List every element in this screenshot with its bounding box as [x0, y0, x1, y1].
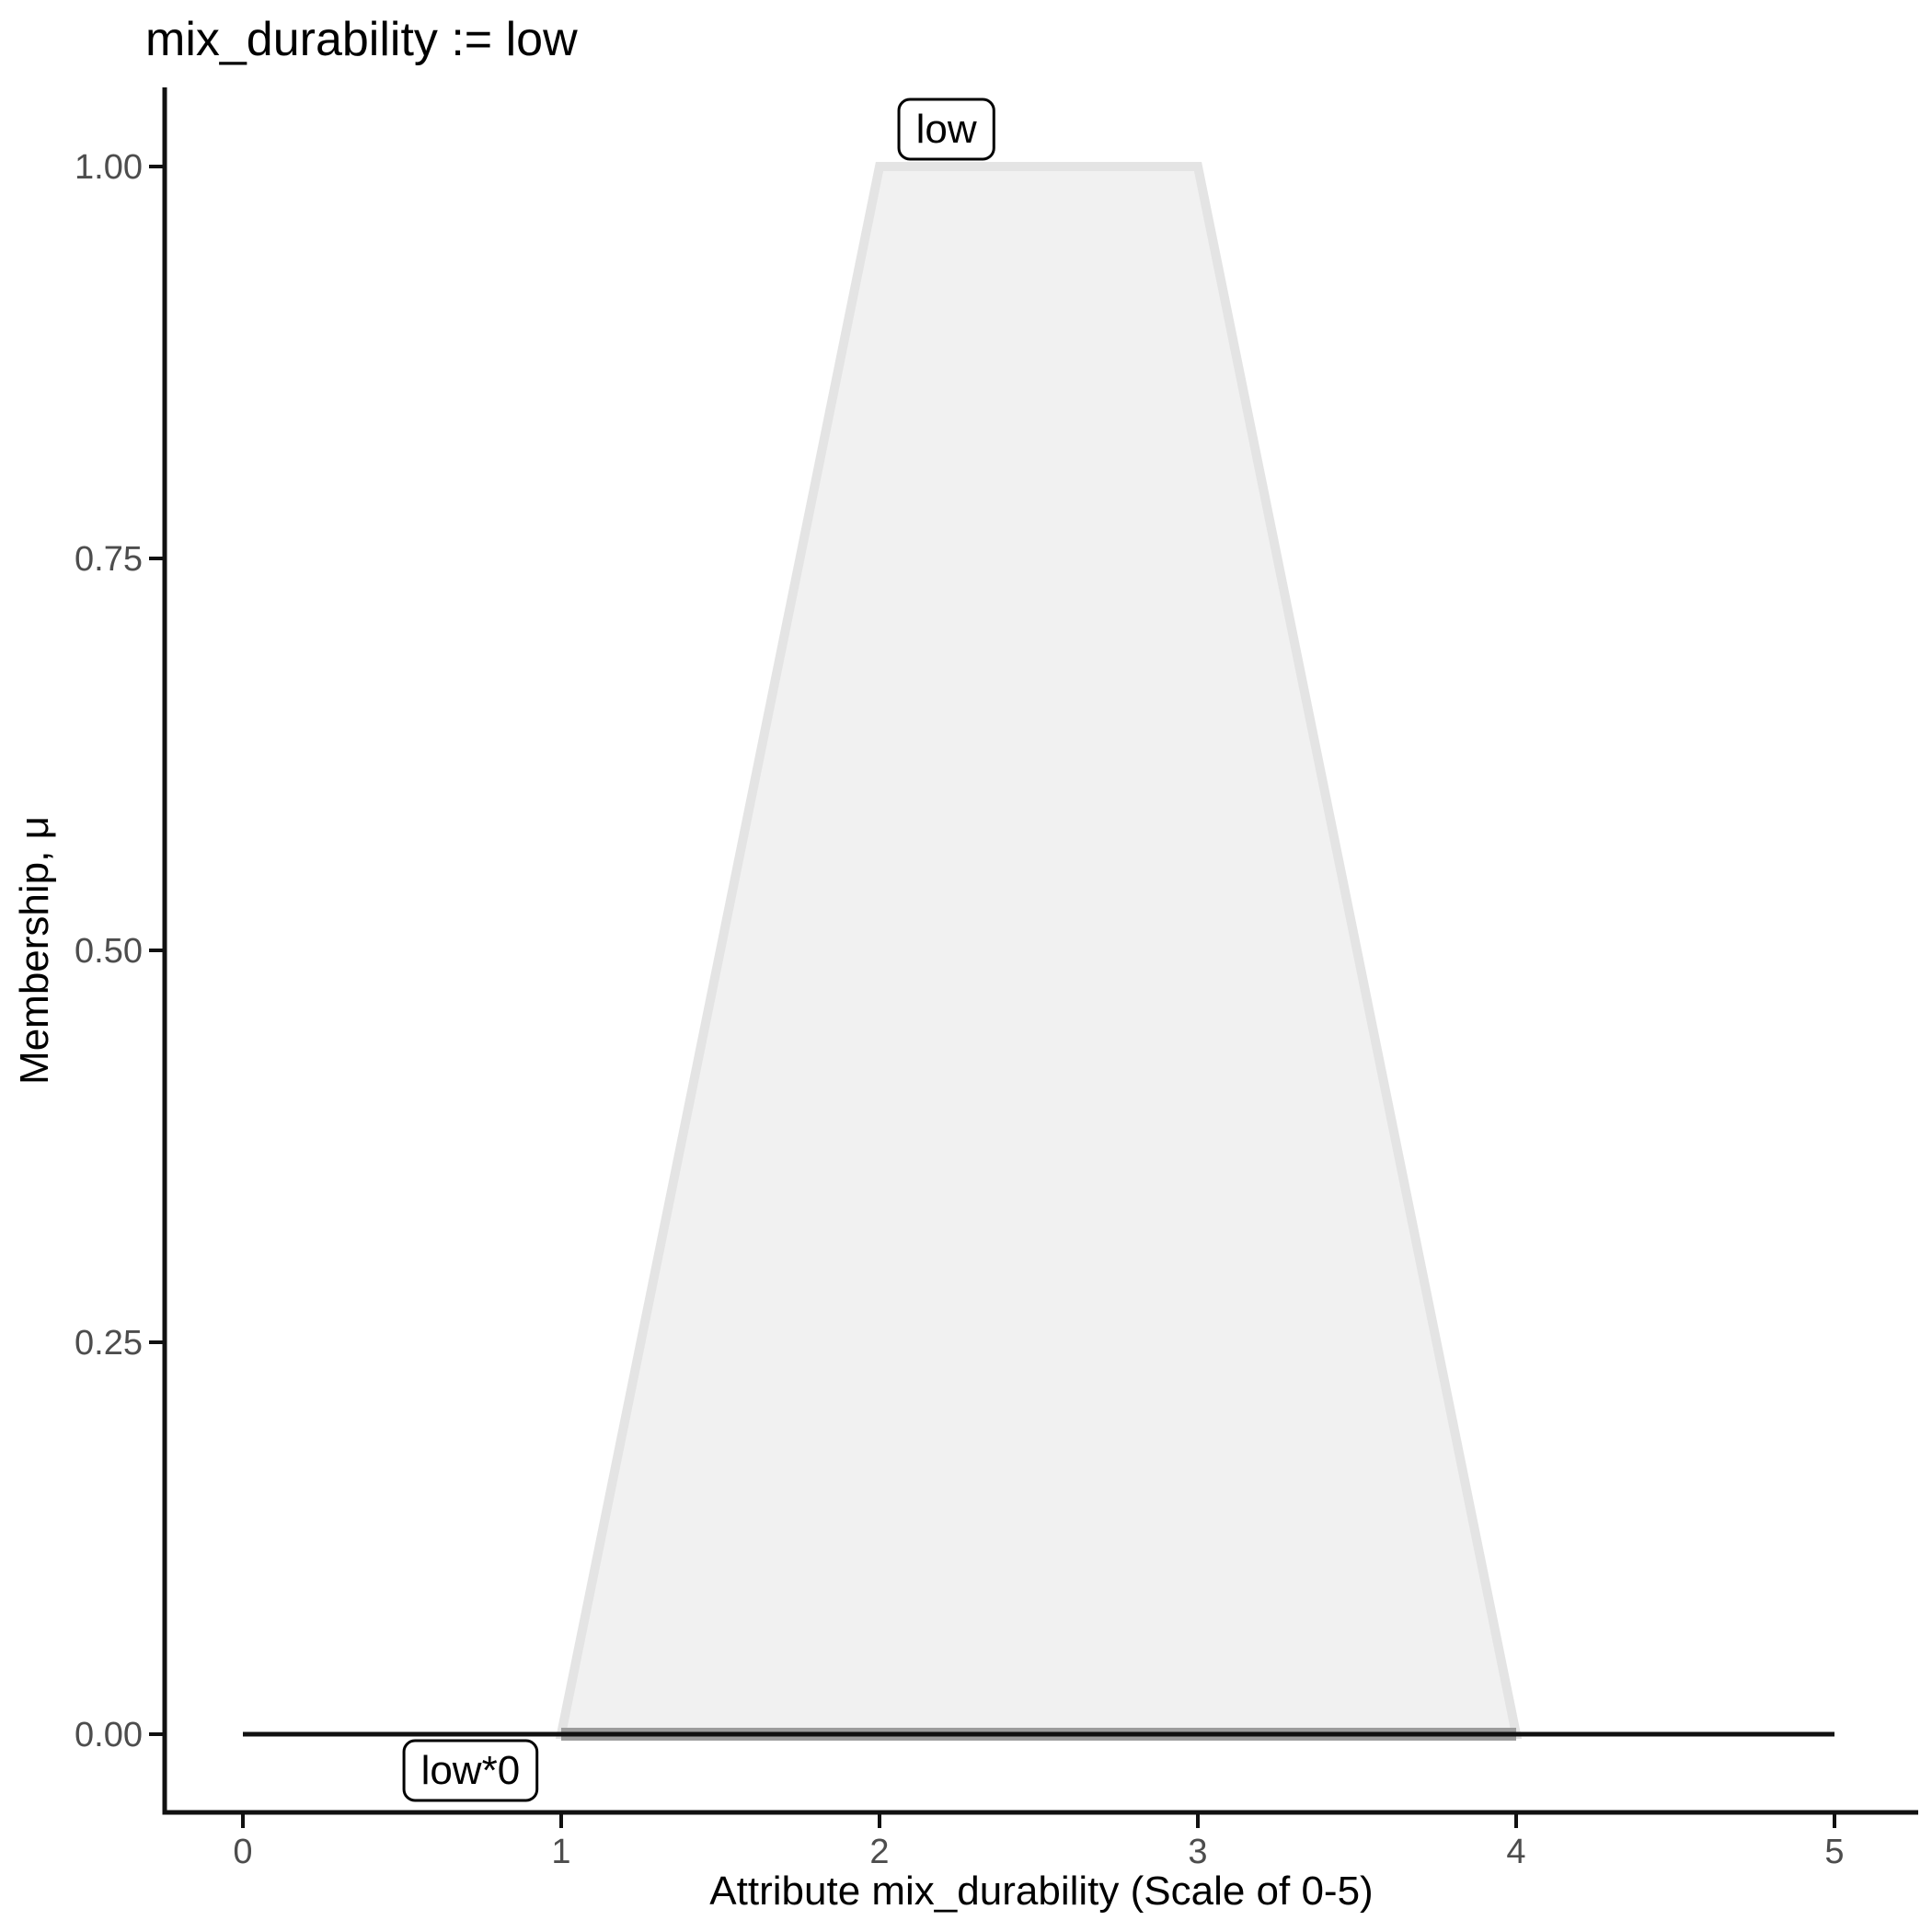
x-tick-label-5: 5	[1824, 1833, 1844, 1871]
series-label-box-low-0	[402, 1739, 539, 1802]
x-tick-label-0: 0	[233, 1833, 252, 1871]
series-layer	[243, 162, 1834, 1741]
y-axis-title: Membership, μ	[12, 816, 57, 1085]
series-label-text-low: low	[916, 107, 977, 152]
series-label-text-low-0: low*0	[421, 1748, 521, 1793]
y-tick-label-0-50: 0.50	[75, 932, 143, 971]
x-tick-label-3: 3	[1188, 1833, 1207, 1871]
y-tick-label-0-75: 0.75	[75, 540, 143, 579]
series-label-low: low	[897, 98, 995, 161]
series-labels-layer: low low*0	[402, 98, 995, 1802]
y-tick-label-1-00: 1.00	[75, 148, 143, 187]
x-axis-title: Attribute mix_durability (Scale of 0-5)	[709, 1869, 1373, 1914]
x-tick-label-1: 1	[551, 1833, 570, 1871]
series-label-box-low	[897, 98, 995, 161]
chart-title: mix_durability := low	[145, 13, 578, 66]
y-tick-label-0-00: 0.00	[75, 1716, 143, 1754]
x-tick-label-4: 4	[1506, 1833, 1525, 1871]
membership-area-low	[555, 162, 1523, 1739]
x-tick-label-2: 2	[869, 1833, 889, 1871]
y-tick-label-0-25: 0.25	[75, 1324, 143, 1363]
series-label-low-0: low*0	[402, 1739, 539, 1802]
axes-layer: 0 1 2 3 4 5 0.00 0.25 0.50 0.75 1.00	[75, 87, 1918, 1871]
